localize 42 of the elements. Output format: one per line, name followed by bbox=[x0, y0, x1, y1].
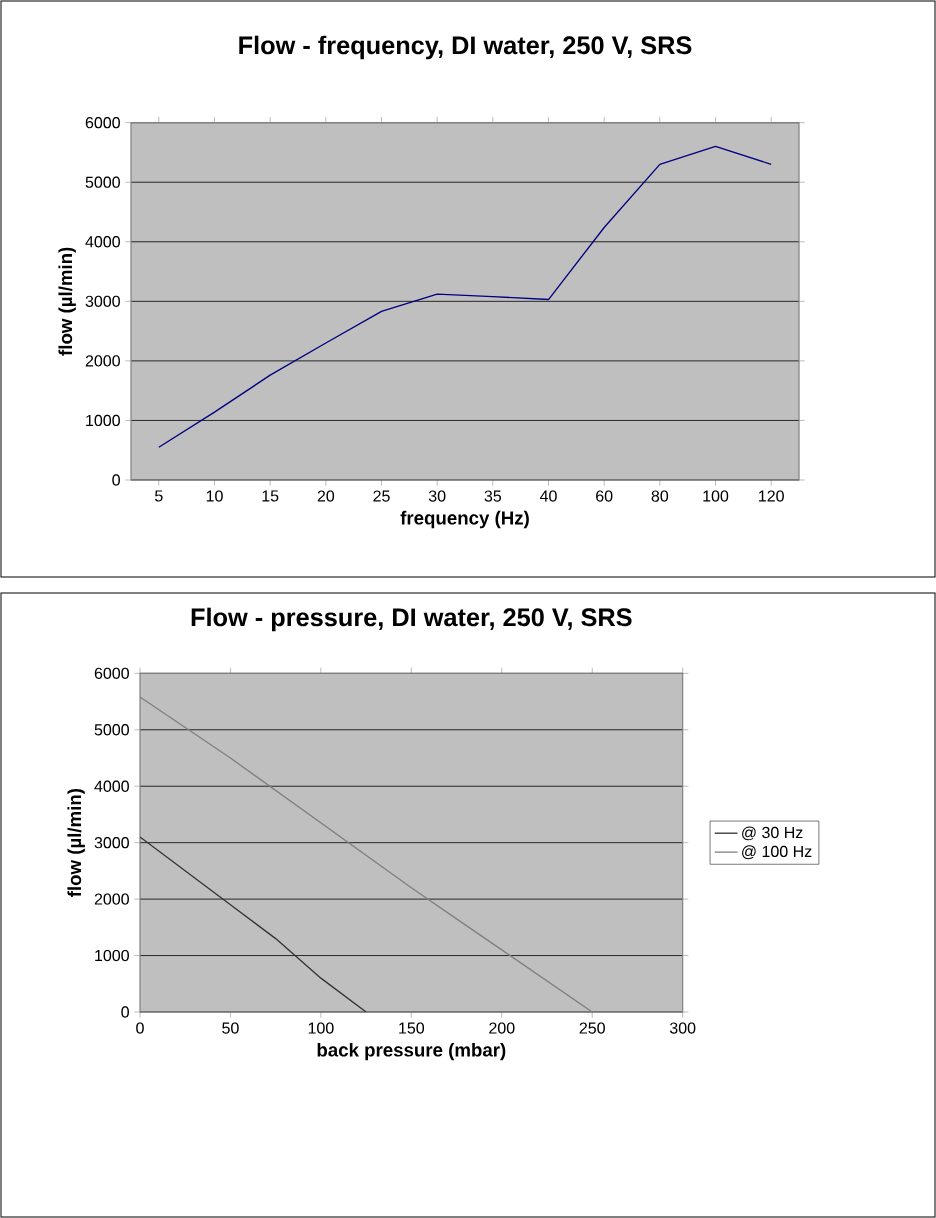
y-tick-label: 1000 bbox=[86, 414, 120, 427]
chart-title: Flow - pressure, DI water, 250 V, SRS bbox=[191, 607, 632, 632]
x-tick-label: 60 bbox=[596, 490, 613, 502]
x-tick-label: 0 bbox=[136, 1022, 144, 1034]
y-tick-label: 2000 bbox=[94, 893, 129, 905]
x-tick-label: 15 bbox=[262, 490, 279, 502]
x-tick-label: 100 bbox=[703, 490, 729, 502]
y-axis-title: flow (µl/min) bbox=[67, 788, 85, 897]
x-tick-label: 40 bbox=[539, 490, 557, 502]
line-series bbox=[158, 145, 772, 448]
x-tick-label: 120 bbox=[759, 490, 784, 502]
x-tick-label: 25 bbox=[373, 490, 390, 502]
x-tick-label: 250 bbox=[579, 1022, 605, 1034]
x-tick-label: 150 bbox=[399, 1022, 425, 1034]
y-axis-title: flow (µl/min) bbox=[58, 247, 76, 356]
y-tick-label: 3000 bbox=[94, 837, 129, 849]
y-tick-label: 2000 bbox=[85, 355, 120, 367]
y-tick-label: 4000 bbox=[94, 780, 129, 792]
x-tick-label: 100 bbox=[308, 1022, 334, 1034]
y-tick-label: 6000 bbox=[85, 117, 120, 129]
y-tick-label: 5000 bbox=[94, 724, 129, 736]
x-tick-label: 20 bbox=[317, 490, 335, 502]
x-tick-label: 80 bbox=[651, 490, 669, 502]
x-tick-label: 30 bbox=[428, 490, 446, 502]
x-tick-label: 5 bbox=[155, 490, 163, 502]
y-tick-label: 5000 bbox=[85, 176, 120, 188]
x-tick-label: 10 bbox=[206, 490, 223, 502]
y-tick-label: 4000 bbox=[85, 236, 120, 248]
x-axis-title: frequency (Hz) bbox=[400, 510, 529, 529]
chart-title: Flow - frequency, DI water, 250 V, SRS bbox=[239, 35, 692, 60]
x-tick-label: 200 bbox=[489, 1022, 515, 1034]
x-tick-label: 35 bbox=[484, 490, 502, 502]
legend-label: @ 30 Hz bbox=[742, 826, 803, 841]
y-tick-label: 6000 bbox=[94, 667, 129, 679]
legend-label: @ 100 Hz bbox=[742, 845, 812, 860]
y-tick-label: 1000 bbox=[95, 949, 129, 962]
x-axis-title: back pressure (mbar) bbox=[317, 1042, 506, 1061]
x-tick-label: 300 bbox=[669, 1022, 696, 1034]
y-tick-label: 3000 bbox=[85, 295, 120, 307]
y-tick-label: 0 bbox=[112, 474, 120, 486]
x-tick-label: 50 bbox=[222, 1022, 239, 1034]
y-tick-label: 0 bbox=[121, 1006, 129, 1018]
